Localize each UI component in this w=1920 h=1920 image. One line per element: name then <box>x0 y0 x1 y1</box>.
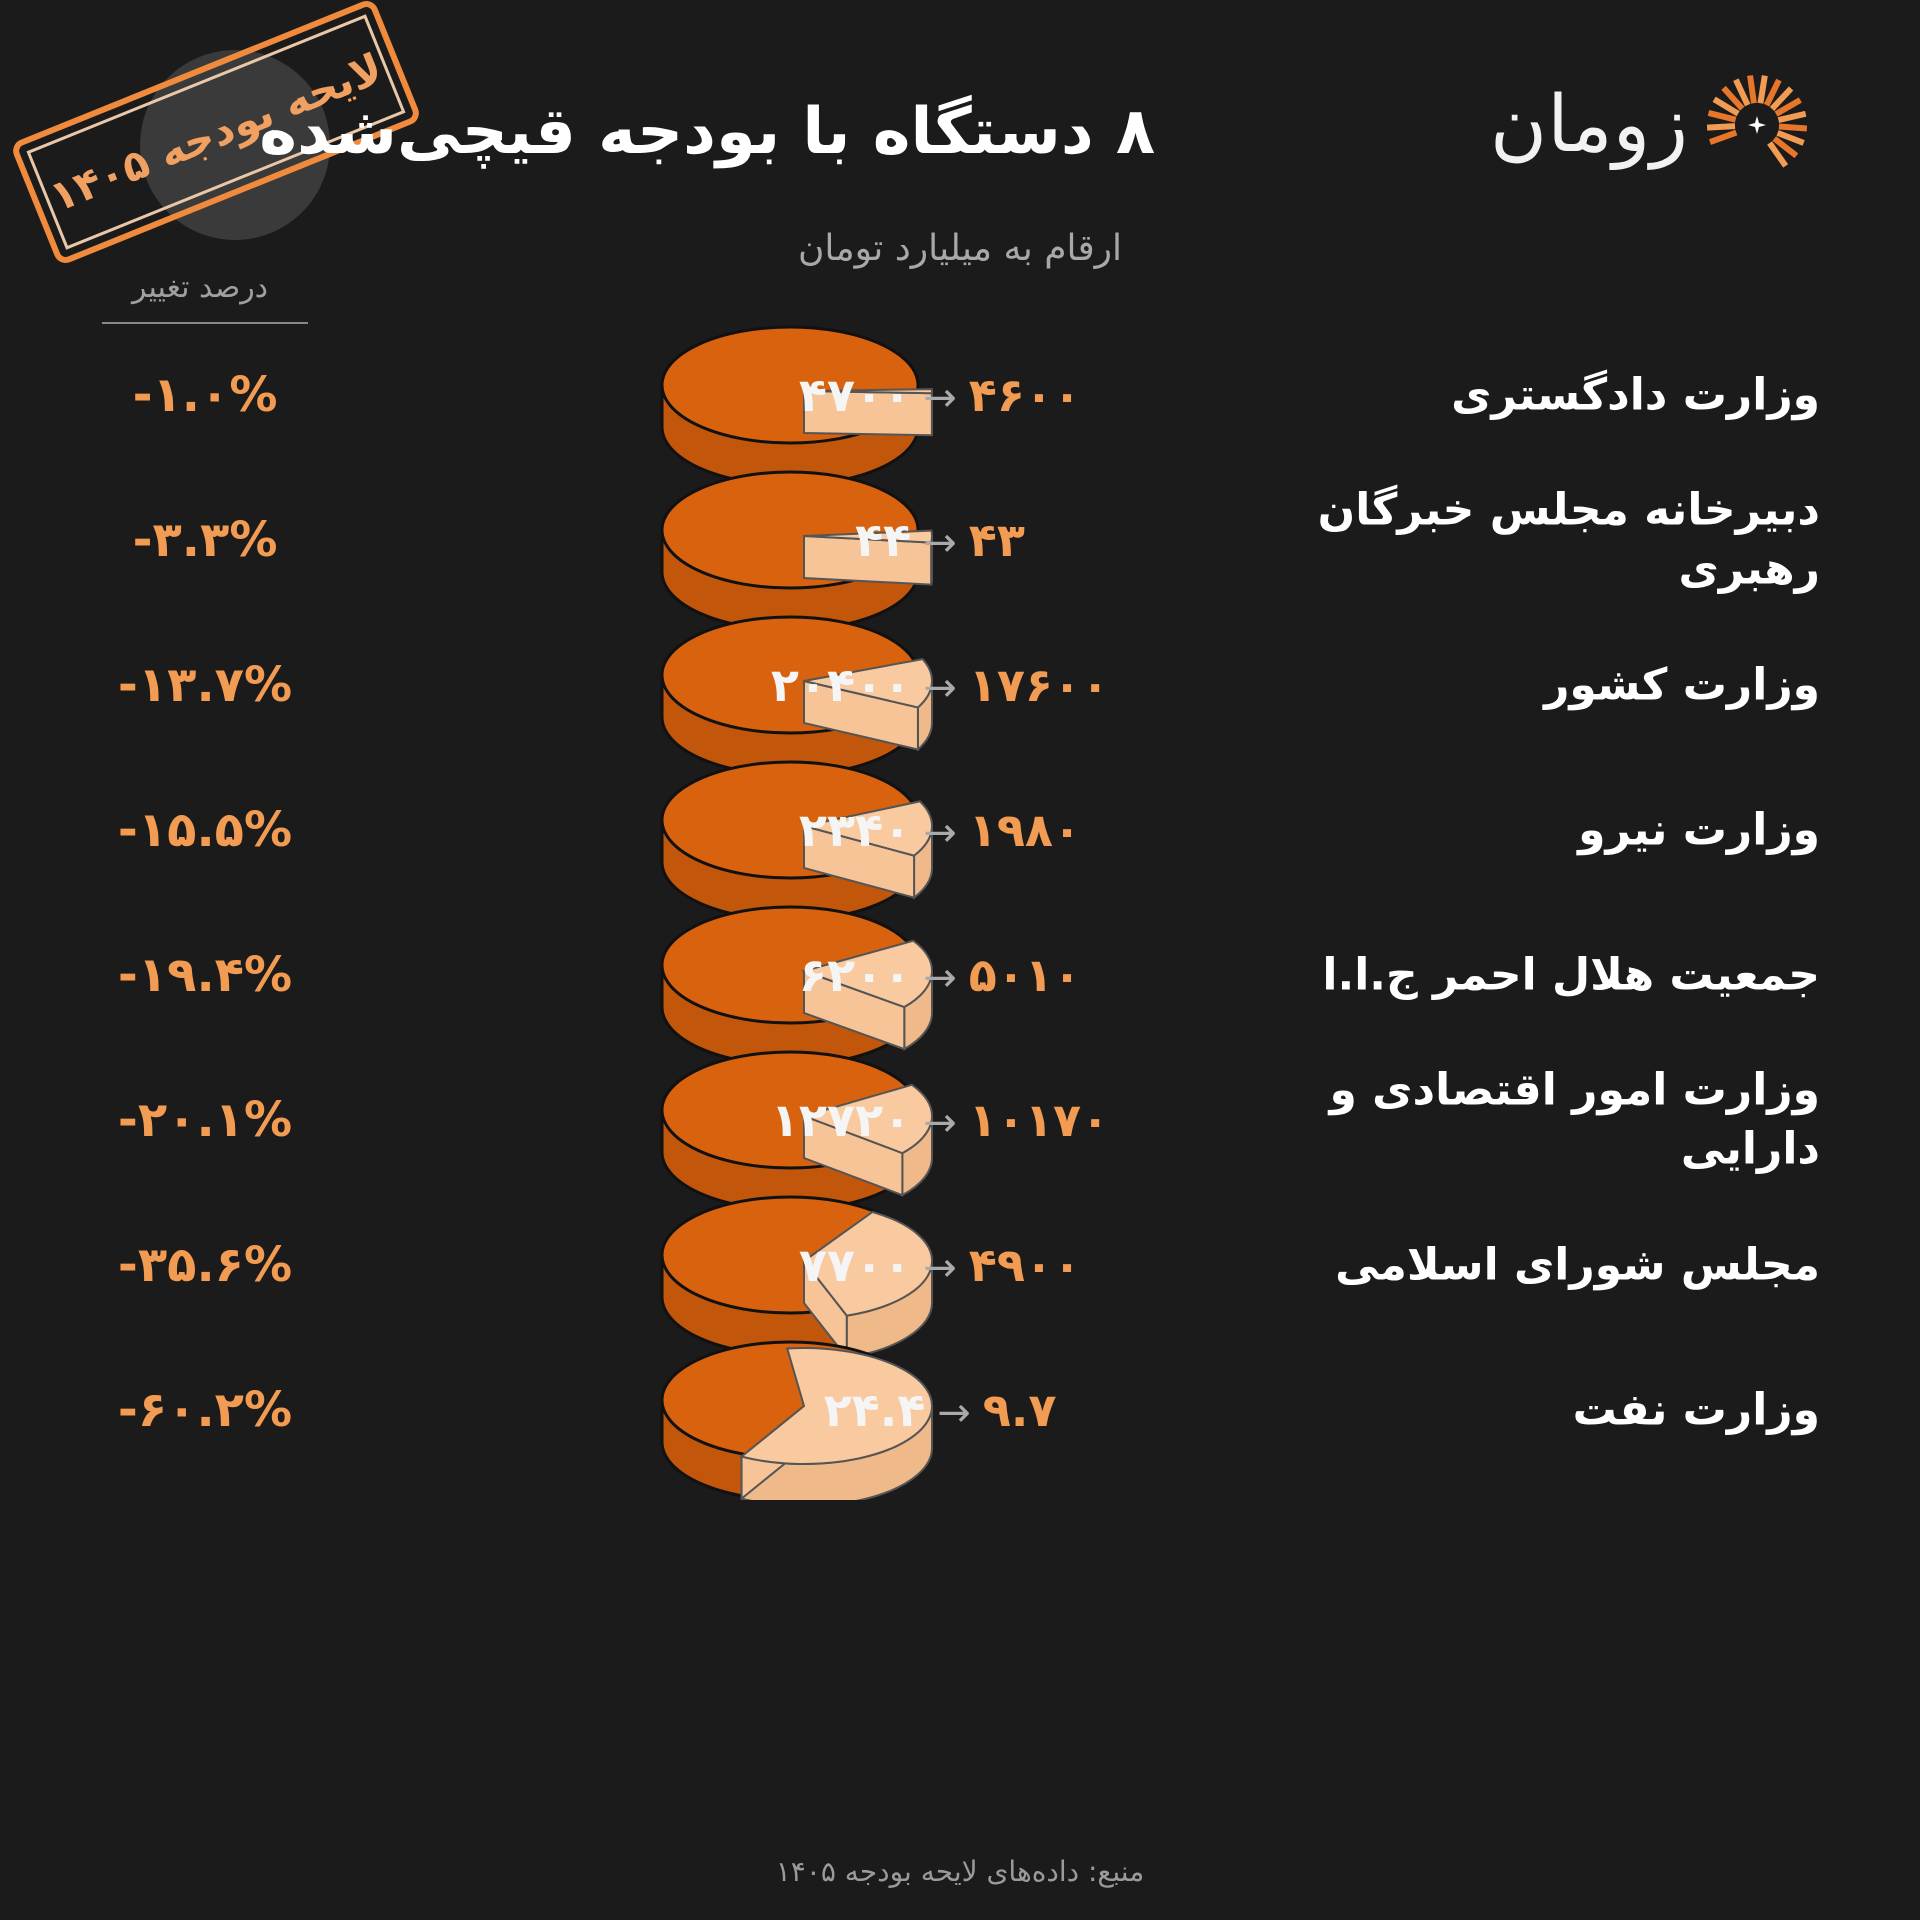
sun-ray <box>1706 123 1736 131</box>
old-value: ۲۳۴۰ <box>798 802 912 857</box>
percent-change: -۱۳.۷% <box>117 656 293 713</box>
pie-cut-slice <box>739 1347 933 1465</box>
new-value: ۱۹۸۰ <box>968 802 1082 857</box>
table-row: -۱۳.۷% ۲۰۴۰۰ → ۱۷۶۰۰ وزارت کشور <box>0 612 1920 775</box>
sun-ray <box>1747 75 1757 104</box>
new-value: ۱۷۶۰۰ <box>968 657 1110 712</box>
agency-name: مجلس شورای اسلامی <box>1335 1238 1820 1290</box>
pie-cut-slice <box>803 658 933 709</box>
logo-text: زومان <box>1489 80 1688 170</box>
sun-ray <box>1721 85 1745 111</box>
new-value: ۵۰۱۰ <box>968 947 1082 1002</box>
sun-ray <box>1776 130 1805 146</box>
agency-name: وزارت کشور <box>1544 658 1820 710</box>
sun-ray <box>1778 123 1808 132</box>
agency-name: جمعیت هلال احمر ج.ا.ا <box>1322 948 1820 1000</box>
pie-chart <box>660 470 933 630</box>
budget-values: ۲۴.۴ → ۹.۷ <box>824 1383 1057 1437</box>
arrow-icon: → <box>923 664 957 711</box>
new-value: ۴۹۰۰ <box>968 1237 1082 1292</box>
agency-name: وزارت نفت <box>1572 1383 1820 1435</box>
old-value: ۲۴.۴ <box>823 1382 926 1437</box>
old-value: ۴۷۰۰ <box>798 367 912 422</box>
arrow-icon: → <box>923 954 957 1001</box>
stamp-background-circle <box>140 50 330 240</box>
pie-cut-slice <box>802 1210 933 1317</box>
header-divider <box>102 322 308 324</box>
agency-name: وزارت دادگستری <box>1451 368 1820 420</box>
sunburst-icon <box>1706 75 1808 168</box>
logo: زومان <box>1490 70 1812 180</box>
percent-change: -۳۵.۶% <box>117 1236 293 1293</box>
old-value: ۴۴ <box>855 512 912 567</box>
old-value: ۱۲۷۲۰ <box>770 1092 912 1147</box>
pie-chart <box>660 760 933 920</box>
new-value: ۴۳ <box>968 512 1025 567</box>
sun-ray <box>1757 75 1768 104</box>
table-row: -۶۰.۲% ۲۴.۴ → ۹.۷ وزارت نفت <box>0 1337 1920 1500</box>
percent-change: -۲۰.۱% <box>117 1091 293 1148</box>
table-row: -۳۵.۶% ۷۷۰۰ → ۴۹۰۰ مجلس شورای اسلامی <box>0 1192 1920 1355</box>
percent-change: -۱۹.۴% <box>117 946 293 1003</box>
pie-cut-slice <box>803 388 933 395</box>
sun-ray <box>1774 97 1802 117</box>
budget-values: ۲۳۴۰ → ۱۹۸۰ <box>799 803 1081 857</box>
sun-ray <box>1707 109 1737 123</box>
arrow-icon: → <box>923 374 957 421</box>
percent-change: -۱۵.۵% <box>117 801 293 858</box>
table-row: -۱۵.۵% ۲۳۴۰ → ۱۹۸۰ وزارت نیرو <box>0 757 1920 920</box>
sun-ray <box>1769 86 1794 111</box>
agency-name: وزارت نیرو <box>1578 803 1820 855</box>
pie-chart <box>660 1195 933 1355</box>
percent-change: -۳.۳% <box>132 511 278 568</box>
table-row: -۱۹.۴% ۶۲۰۰ → ۵۰۱۰ جمعیت هلال احمر ج.ا.ا <box>0 902 1920 1065</box>
pie-chart <box>660 615 933 775</box>
pie-cut-slice <box>800 1083 933 1155</box>
budget-values: ۶۲۰۰ → ۵۰۱۰ <box>799 948 1081 1002</box>
table-row: -۱.۰% ۴۷۰۰ → ۴۶۰۰ وزارت دادگستری <box>0 322 1920 485</box>
pie-cut-slice <box>803 800 933 857</box>
subtitle: ارقام به میلیارد تومان <box>0 228 1920 269</box>
pie-cut-slice <box>800 939 933 1009</box>
budget-values: ۴۴ → ۴۳ <box>855 513 1025 567</box>
arrow-icon: → <box>923 519 957 566</box>
sun-ray <box>1777 110 1807 123</box>
table-row: -۲۰.۱% ۱۲۷۲۰ → ۱۰۱۷۰ وزارت امور اقتصادی و دا… <box>0 1047 1920 1210</box>
pie-chart <box>660 1340 933 1500</box>
arrow-icon: → <box>923 809 957 856</box>
new-value: ۴۶۰۰ <box>968 367 1082 422</box>
source-note: منبع: داده‌های لایحه بودجه ۱۴۰۵ <box>775 1855 1145 1888</box>
pie-chart <box>660 325 934 485</box>
sun-ray <box>1733 78 1751 107</box>
sun-ray <box>1763 78 1782 107</box>
arrow-icon: → <box>923 1244 957 1291</box>
star-icon <box>1748 116 1766 134</box>
agency-name: دبیرخانه مجلس خبرگان رهبری <box>1317 484 1820 595</box>
percent-change: -۶۰.۲% <box>117 1381 293 1438</box>
budget-values: ۲۰۴۰۰ → ۱۷۶۰۰ <box>771 658 1109 712</box>
sun-ray <box>1712 96 1740 117</box>
subtitle-text: ارقام به میلیارد تومان <box>797 228 1123 269</box>
old-value: ۷۷۰۰ <box>798 1237 912 1292</box>
page-title: ۸ دستگاه با بودجه قیچی‌شده <box>259 95 1155 169</box>
agency-name: وزارت امور اقتصادی و دارایی <box>1329 1064 1821 1175</box>
arrow-icon: → <box>923 1099 957 1146</box>
pie-cut-slice <box>803 529 933 544</box>
change-column-header: درصد تغییر <box>131 270 269 305</box>
new-value: ۱۰۱۷۰ <box>968 1092 1110 1147</box>
pie-chart <box>660 905 933 1065</box>
percent-change: -۱.۰% <box>132 366 278 423</box>
sun-ray <box>1772 136 1799 159</box>
budget-values: ۱۲۷۲۰ → ۱۰۱۷۰ <box>771 1093 1109 1147</box>
old-value: ۲۰۴۰۰ <box>770 657 912 712</box>
old-value: ۶۲۰۰ <box>798 947 912 1002</box>
budget-values: ۴۷۰۰ → ۴۶۰۰ <box>799 368 1081 422</box>
sun-ray <box>1708 129 1738 145</box>
pie-chart <box>660 1050 933 1210</box>
table-row: -۳.۳% ۴۴ → ۴۳ دبیرخانه مجلس خبرگان رهبری <box>0 467 1920 630</box>
sun-ray <box>1767 141 1789 168</box>
new-value: ۹.۷ <box>982 1382 1057 1437</box>
arrow-icon: → <box>937 1389 971 1436</box>
budget-values: ۷۷۰۰ → ۴۹۰۰ <box>799 1238 1081 1292</box>
